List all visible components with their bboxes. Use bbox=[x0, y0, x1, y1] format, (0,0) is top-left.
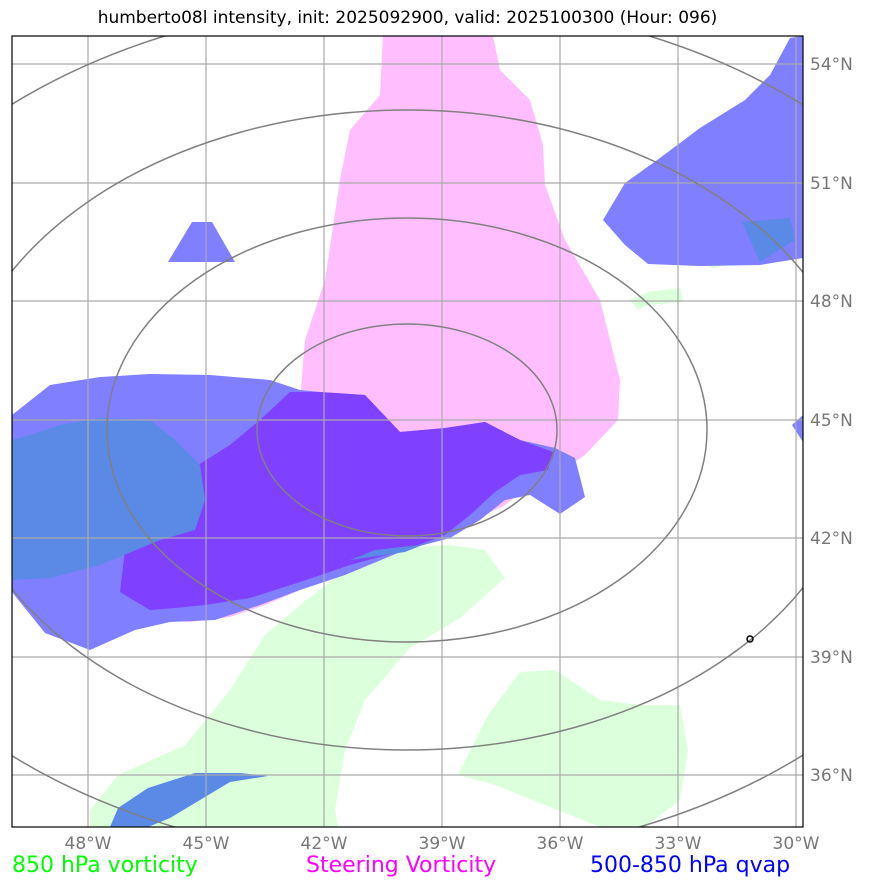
legend-steering-vorticity: Steering Vorticity bbox=[306, 853, 497, 878]
legend-850-vorticity: 850 hPa vorticity bbox=[12, 853, 198, 878]
legend-qvap: 500-850 hPa qvap bbox=[590, 853, 791, 878]
lat-tick-label: 54°N bbox=[810, 55, 853, 75]
lon-tick-labels: 48°W 45°W 42°W 39°W 36°W 33°W 30°W bbox=[65, 834, 820, 854]
plot-frame bbox=[11, 35, 804, 828]
lat-tick-label: 36°N bbox=[810, 766, 853, 786]
lon-tick-label: 33°W bbox=[655, 834, 702, 854]
lat-tick-labels: 54°N 51°N 48°N 45°N 42°N 39°N 36°N bbox=[810, 55, 853, 786]
lon-tick-label: 36°W bbox=[537, 834, 584, 854]
lon-tick-label: 45°W bbox=[183, 834, 230, 854]
lon-tick-label: 39°W bbox=[419, 834, 466, 854]
distance-contours bbox=[12, 36, 803, 827]
lat-tick-label: 45°N bbox=[810, 411, 853, 431]
lat-tick-label: 42°N bbox=[810, 529, 853, 549]
storm-center-marker bbox=[746, 635, 754, 643]
lat-tick-label: 39°N bbox=[810, 648, 853, 668]
lat-tick-label: 48°N bbox=[810, 292, 853, 312]
lon-tick-label: 30°W bbox=[773, 834, 820, 854]
lon-tick-label: 48°W bbox=[65, 834, 112, 854]
lon-tick-label: 42°W bbox=[301, 834, 348, 854]
lat-tick-label: 51°N bbox=[810, 174, 853, 194]
map-title: humberto08l intensity, init: 2025092900,… bbox=[97, 8, 718, 28]
graticule bbox=[12, 36, 803, 827]
